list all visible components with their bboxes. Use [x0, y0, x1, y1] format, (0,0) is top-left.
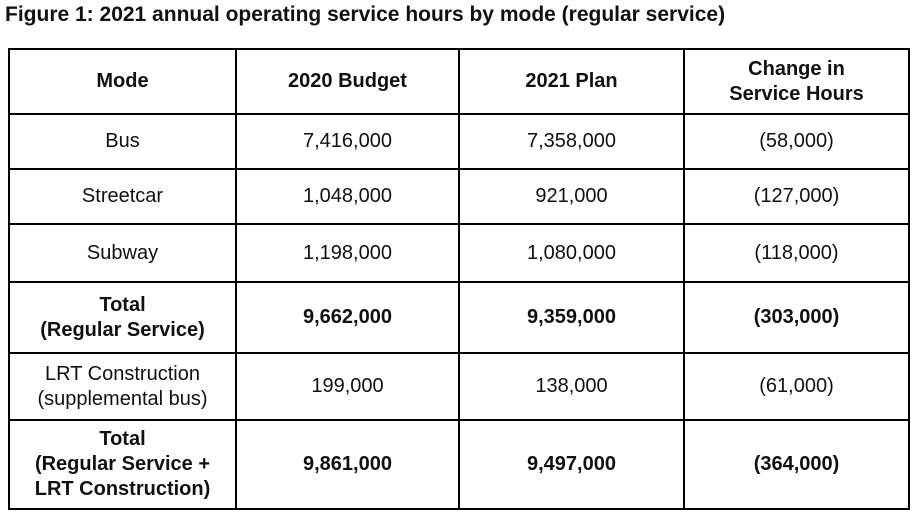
change-cell: (58,000)	[683, 113, 910, 170]
mode-cell: Subway	[8, 223, 237, 283]
mode-cell: Total (Regular Service + LRT Constructio…	[8, 419, 237, 510]
budget-2020-cell: 1,048,000	[235, 168, 460, 225]
table-row: Streetcar 1,048,000 921,000 (127,000)	[8, 168, 910, 225]
table-row: Bus 7,416,000 7,358,000 (58,000)	[8, 113, 910, 170]
table-row: LRT Construction (supplemental bus) 199,0…	[8, 352, 910, 421]
budget-2020-cell: 7,416,000	[235, 113, 460, 170]
budget-2020-cell: 9,662,000	[235, 281, 460, 354]
change-cell: (127,000)	[683, 168, 910, 225]
plan-2021-cell: 921,000	[458, 168, 685, 225]
header-row: Mode 2020 Budget 2021 Plan Change in Ser…	[8, 48, 910, 115]
mode-cell: Streetcar	[8, 168, 237, 225]
header-2021-plan: 2021 Plan	[458, 48, 685, 115]
plan-2021-cell: 7,358,000	[458, 113, 685, 170]
change-cell: (61,000)	[683, 352, 910, 421]
plan-2021-cell: 9,359,000	[458, 281, 685, 354]
header-mode: Mode	[8, 48, 237, 115]
plan-2021-cell: 138,000	[458, 352, 685, 421]
table-row: Total (Regular Service) 9,662,000 9,359,00…	[8, 281, 910, 354]
mode-cell: LRT Construction (supplemental bus)	[8, 352, 237, 421]
table-body: Bus 7,416,000 7,358,000 (58,000) Streetcar 1,…	[8, 113, 910, 510]
table-header: Mode 2020 Budget 2021 Plan Change in Ser…	[8, 48, 910, 115]
mode-cell: Total (Regular Service)	[8, 281, 237, 354]
mode-cell: Bus	[8, 113, 237, 170]
figure-title: Figure 1: 2021 annual operating service …	[5, 3, 726, 26]
budget-2020-cell: 9,861,000	[235, 419, 460, 510]
change-cell: (303,000)	[683, 281, 910, 354]
plan-2021-cell: 9,497,000	[458, 419, 685, 510]
table-row: Subway 1,198,000 1,080,000 (118,000)	[8, 223, 910, 283]
header-2020-budget: 2020 Budget	[235, 48, 460, 115]
header-change-in-service-hours: Change in Service Hours	[683, 48, 910, 115]
service-hours-table: Mode 2020 Budget 2021 Plan Change in Ser…	[8, 48, 910, 510]
change-cell: (364,000)	[683, 419, 910, 510]
budget-2020-cell: 199,000	[235, 352, 460, 421]
change-cell: (118,000)	[683, 223, 910, 283]
plan-2021-cell: 1,080,000	[458, 223, 685, 283]
table-row: Total (Regular Service + LRT Constructio…	[8, 419, 910, 510]
budget-2020-cell: 1,198,000	[235, 223, 460, 283]
